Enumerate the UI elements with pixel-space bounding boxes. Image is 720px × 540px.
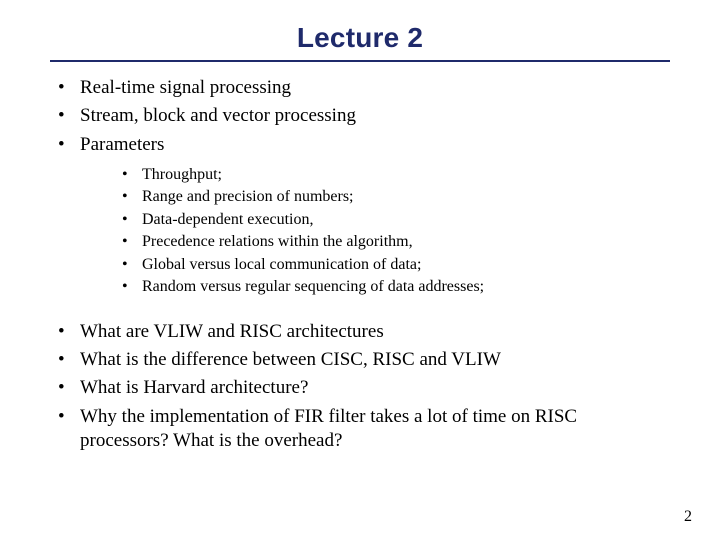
list-item-text: Random versus regular sequencing of data… (142, 278, 484, 295)
page-number: 2 (684, 508, 692, 526)
slide: Lecture 2 Real-time signal processing St… (0, 0, 720, 540)
list-item-text: Throughput; (142, 166, 222, 183)
list-item: Why the implementation of FIR filter tak… (50, 405, 670, 454)
list-item-text: Parameters (80, 134, 164, 155)
list-item-text: Stream, block and vector processing (80, 105, 356, 126)
list-item-text: Data-dependent execution, (142, 211, 313, 228)
list-item-text: Global versus local communication of dat… (142, 256, 421, 273)
list-item: Real-time signal processing (50, 76, 670, 100)
list-item: Data-dependent execution, (118, 210, 670, 230)
list-item: Precedence relations within the algorith… (118, 232, 670, 252)
list-item: What is the difference between CISC, RIS… (50, 348, 670, 372)
list-item-text: What are VLIW and RISC architectures (80, 321, 384, 342)
list-item: Random versus regular sequencing of data… (118, 277, 670, 297)
list-item: Stream, block and vector processing (50, 104, 670, 128)
bullet-list-1-sub: Throughput; Range and precision of numbe… (118, 165, 670, 298)
list-item: What are VLIW and RISC architectures (50, 320, 670, 344)
slide-title: Lecture 2 (50, 22, 670, 54)
list-item-text: What is the difference between CISC, RIS… (80, 349, 501, 370)
bullet-list-1: Real-time signal processing Stream, bloc… (50, 76, 670, 298)
list-item: What is Harvard architecture? (50, 376, 670, 400)
list-item-text: Why the implementation of FIR filter tak… (80, 406, 577, 451)
bullet-list-2: What are VLIW and RISC architectures Wha… (50, 320, 670, 454)
list-item: Throughput; (118, 165, 670, 185)
list-item-text: What is Harvard architecture? (80, 377, 308, 398)
list-item-text: Precedence relations within the algorith… (142, 233, 413, 250)
list-item: Range and precision of numbers; (118, 187, 670, 207)
title-underline (50, 60, 670, 62)
list-item-text: Real-time signal processing (80, 77, 291, 98)
list-item: Global versus local communication of dat… (118, 255, 670, 275)
list-item: Parameters Throughput; Range and precisi… (50, 133, 670, 298)
list-item-text: Range and precision of numbers; (142, 188, 354, 205)
